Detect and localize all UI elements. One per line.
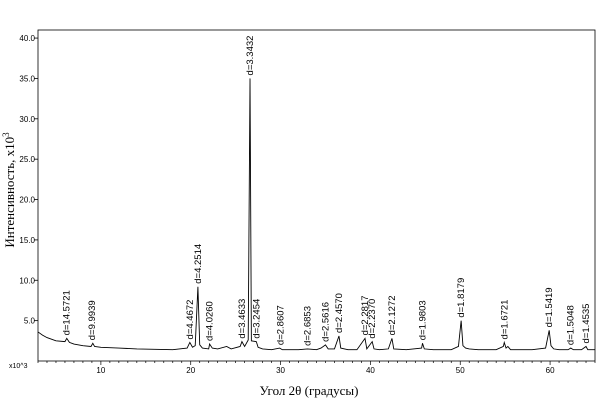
y-tick-label: 30.0 xyxy=(19,115,35,124)
peak-label: d=1.6721 xyxy=(499,300,510,340)
peak-label: d=1.4535 xyxy=(581,304,592,344)
peak-label: d=1.8179 xyxy=(456,278,467,318)
peak-label: d=4.4672 xyxy=(185,300,196,340)
peak-label: d=2.5616 xyxy=(320,302,331,342)
y-tick-label: 35.0 xyxy=(19,74,35,83)
y-tick-label: 5.0 xyxy=(24,317,36,326)
peak-label: d=2.1272 xyxy=(387,296,398,336)
y-tick-label: 40.0 xyxy=(19,34,35,43)
peak-label: d=3.2454 xyxy=(251,299,262,339)
peak-label: d=9.9939 xyxy=(87,300,98,340)
x-axis: 10 20 30 40 50 60 xyxy=(37,361,596,375)
y-tick-label: 20.0 xyxy=(19,196,35,205)
y-tick-label: 25.0 xyxy=(19,155,35,164)
peak-label: d=1.9803 xyxy=(418,300,429,340)
peak-labels: d=14.5721 d=9.9939 d=4.4672 d=4.2514 d=4.026… xyxy=(62,36,592,346)
y-tick-label: 10.0 xyxy=(19,276,35,285)
x-tick-label: 40 xyxy=(366,366,375,375)
x-tick-label: 50 xyxy=(456,366,465,375)
y-axis-title-main: Интенсивность, x10 xyxy=(2,137,17,248)
y-axis: 5.0 10.0 15.0 20.0 25.0 30.0 35.0 40.0 xyxy=(19,34,38,326)
peak-label: d=3.4633 xyxy=(237,299,248,339)
x-axis-title: Угол 2θ (градусы) xyxy=(260,383,359,398)
y-unit-label: x10^3 xyxy=(9,363,28,370)
peak-label: d=2.8607 xyxy=(276,305,287,345)
peak-label: d=2.6853 xyxy=(303,306,314,346)
peak-label: d=1.5048 xyxy=(566,305,577,345)
peak-label: d=2.2817 xyxy=(360,296,371,336)
x-tick-label: 60 xyxy=(546,366,555,375)
y-axis-title-exponent: 3 xyxy=(1,132,11,137)
y-tick-label: 15.0 xyxy=(19,236,35,245)
peak-label: d=3.3432 xyxy=(245,36,256,76)
peak-label: d=4.2514 xyxy=(193,244,204,284)
y-axis-title: Интенсивность, x103 xyxy=(1,132,17,248)
x-tick-label: 10 xyxy=(96,366,105,375)
peak-label: d=2.2370 xyxy=(367,299,378,339)
peak-label: d=14.5721 xyxy=(62,290,73,335)
peak-label: d=4.0260 xyxy=(205,301,216,341)
peak-label: d=1.5419 xyxy=(544,287,555,327)
peak-label: d=2.4570 xyxy=(334,293,345,333)
x-tick-label: 20 xyxy=(186,366,195,375)
diffraction-series-line xyxy=(37,78,595,351)
x-tick-label: 30 xyxy=(276,366,285,375)
